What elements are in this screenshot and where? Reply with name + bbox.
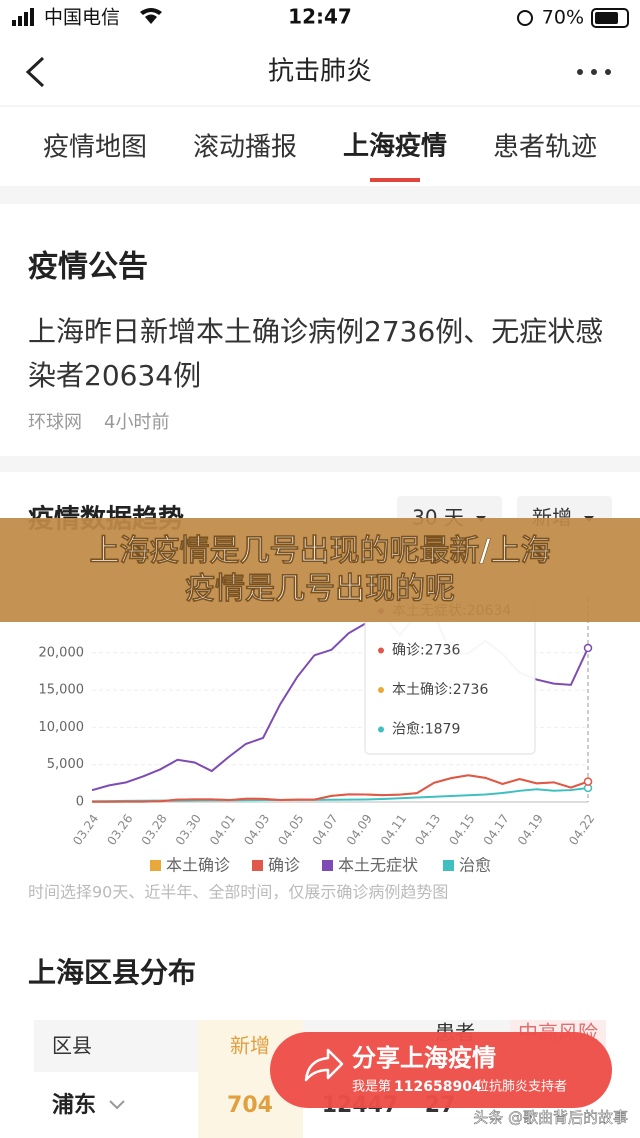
legend-label: 本土确诊 bbox=[166, 856, 230, 875]
section-gap bbox=[0, 186, 640, 204]
tab[interactable]: 滚动播报 bbox=[193, 133, 297, 163]
tooltip-item: 治愈:1879 bbox=[392, 722, 460, 738]
x-tick-label: 04.09 bbox=[344, 812, 375, 848]
x-tick-label: 04.01 bbox=[207, 812, 238, 848]
battery-fill bbox=[595, 12, 618, 24]
battery-icon bbox=[591, 8, 629, 28]
legend-label: 治愈 bbox=[459, 856, 491, 875]
carrier: 中国电信 bbox=[44, 7, 120, 29]
tooltip-dot bbox=[378, 726, 384, 733]
section-gap bbox=[0, 456, 640, 472]
series-line bbox=[91, 774, 589, 803]
y-tick-label: 5,000 bbox=[47, 757, 84, 772]
legend-swatch bbox=[322, 860, 333, 871]
legend-label: 本土无症状 bbox=[338, 856, 418, 875]
tab-active[interactable]: 上海疫情 bbox=[343, 131, 447, 162]
x-tick-label: 03.26 bbox=[104, 812, 135, 848]
notice-text: 上海昨日新增本土确诊病例2736例、无症状感染者20634例 bbox=[28, 315, 604, 392]
series-line bbox=[91, 774, 589, 803]
clock: 12:47 bbox=[288, 5, 352, 29]
district-new: 704 bbox=[227, 1093, 273, 1118]
column-header: 新增 bbox=[230, 1034, 270, 1058]
legend-swatch bbox=[443, 860, 454, 871]
end-point bbox=[583, 643, 593, 653]
x-tick-label: 04.13 bbox=[412, 812, 443, 848]
legend-label: 确诊 bbox=[268, 856, 300, 875]
tooltip-item: 本土确诊:2736 bbox=[392, 682, 488, 698]
tab-indicator bbox=[370, 178, 420, 182]
watermark: 头条 @歌曲背后的故事 bbox=[473, 1109, 628, 1127]
x-tick-label: 03.24 bbox=[70, 812, 101, 848]
y-tick-label: 15,000 bbox=[39, 683, 85, 698]
x-tick-label: 04.15 bbox=[446, 812, 477, 848]
notice-source: 环球网 bbox=[28, 412, 82, 433]
tooltip-dot bbox=[378, 687, 384, 693]
nav-title: 抗击肺炎 bbox=[268, 57, 372, 87]
notice-title: 疫情公告 bbox=[28, 250, 148, 285]
x-tick-label: 04.07 bbox=[310, 812, 341, 848]
share-icon bbox=[304, 1048, 344, 1082]
back-button[interactable] bbox=[25, 56, 45, 88]
share-title: 分享上海疫情 bbox=[352, 1044, 496, 1072]
trend-note: 时间选择90天、近半年、全部时间，仅展示确诊病例趋势图 bbox=[28, 883, 448, 902]
banner bbox=[0, 518, 640, 622]
legend-swatch bbox=[150, 860, 161, 871]
expand-icon[interactable] bbox=[109, 1100, 125, 1110]
y-tick-label: 10,000 bbox=[39, 720, 85, 735]
tab[interactable]: 患者轨迹 bbox=[493, 133, 597, 163]
y-tick-label: 20,000 bbox=[39, 645, 85, 660]
more-button[interactable] bbox=[577, 69, 611, 75]
district-name[interactable]: 浦东 bbox=[52, 1092, 96, 1118]
share-prefix: 我是第 bbox=[352, 1080, 391, 1095]
x-tick-label: 04.22 bbox=[566, 812, 597, 848]
tooltip-item: 确诊:2736 bbox=[392, 643, 460, 659]
banner-text: 疫情是几号出现的呢 bbox=[185, 572, 455, 607]
share-button[interactable] bbox=[270, 1032, 612, 1108]
x-tick-label: 04.17 bbox=[481, 812, 512, 848]
x-tick-label: 04.05 bbox=[275, 812, 306, 848]
tooltip-dot bbox=[378, 647, 384, 654]
district-title: 上海区县分布 bbox=[28, 956, 196, 989]
x-tick-label: 04.19 bbox=[515, 812, 546, 848]
lock-icon bbox=[517, 10, 533, 26]
column-header: 区县 bbox=[52, 1034, 92, 1058]
end-point bbox=[583, 777, 593, 786]
wifi-icon bbox=[140, 8, 162, 24]
legend-swatch bbox=[252, 860, 263, 871]
banner-text: 上海疫情是几号出现的呢最新/上海 bbox=[90, 534, 551, 569]
x-tick-label: 03.28 bbox=[139, 812, 170, 848]
notice-time: 4小时前 bbox=[104, 412, 169, 433]
status-bar: 中国电信 12:47 70% bbox=[12, 5, 629, 29]
x-tick-label: 04.03 bbox=[241, 812, 272, 848]
y-tick-label: 0 bbox=[76, 795, 84, 810]
battery-level: 70% bbox=[542, 7, 584, 29]
x-tick-label: 04.11 bbox=[378, 812, 409, 848]
share-suffix: 位抗肺炎支持者 bbox=[476, 1080, 567, 1095]
tab[interactable]: 疫情地图 bbox=[43, 133, 147, 163]
x-tick-label: 03.30 bbox=[173, 812, 204, 848]
share-count: 112658904 bbox=[394, 1079, 482, 1095]
